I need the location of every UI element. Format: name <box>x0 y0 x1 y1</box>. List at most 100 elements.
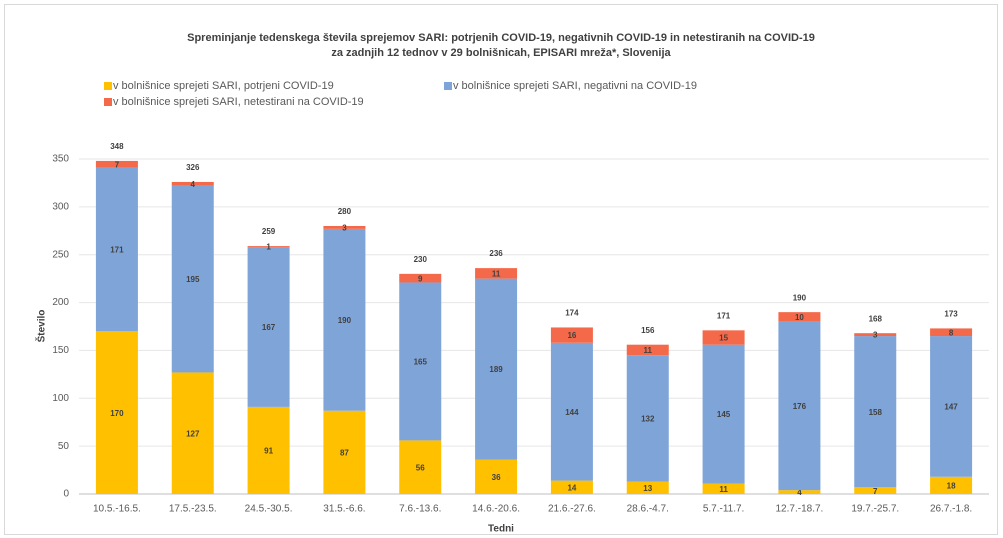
x-axis-label: Tedni <box>488 524 514 535</box>
bar-segment <box>95 167 138 332</box>
total-label: 190 <box>793 293 807 302</box>
y-tick-label: 300 <box>52 201 69 212</box>
x-tick-label: 21.6.-27.6. <box>548 504 596 515</box>
bar-segment <box>171 372 214 494</box>
x-tick-label: 7.6.-13.6. <box>399 504 441 515</box>
bar-segment <box>550 342 593 481</box>
bar-segment <box>778 312 821 322</box>
bar-segment <box>399 282 442 441</box>
data-label: 147 <box>944 403 958 412</box>
bar-segment <box>550 480 593 494</box>
data-label: 158 <box>869 408 883 417</box>
total-label: 259 <box>262 227 276 236</box>
bar-segment <box>550 327 593 343</box>
legend-label: v bolnišnice sprejeti SARI, netestirani … <box>113 96 364 108</box>
data-label: 11 <box>719 485 728 494</box>
total-label: 280 <box>338 207 352 216</box>
data-label: 1 <box>266 243 271 252</box>
bar-segment <box>626 481 669 494</box>
data-label: 132 <box>641 414 655 423</box>
bar-segment <box>399 440 442 494</box>
y-tick-label: 100 <box>52 393 69 404</box>
bar-segment <box>247 247 290 407</box>
bar-segment <box>702 330 745 345</box>
data-label: 11 <box>492 269 501 278</box>
y-tick-label: 200 <box>52 297 69 308</box>
data-label: 9 <box>418 274 423 283</box>
legend-label: v bolnišnice sprejeti SARI, negativni na… <box>453 80 697 92</box>
data-label: 195 <box>186 275 200 284</box>
total-label: 156 <box>641 326 655 335</box>
bar-segment <box>854 336 897 488</box>
data-label: 145 <box>717 410 731 419</box>
x-tick-label: 5.7.-11.7. <box>703 504 745 515</box>
bar-segment <box>475 278 518 460</box>
chart-subtitle: za zadnjih 12 tednov v 29 bolnišnicah, E… <box>331 47 671 59</box>
legend-swatch <box>104 98 112 106</box>
x-tick-label: 12.7.-18.7. <box>776 504 824 515</box>
data-label: 14 <box>567 483 576 492</box>
total-label: 236 <box>489 249 503 258</box>
x-tick-label: 19.7.-25.7. <box>851 504 899 515</box>
data-label: 4 <box>797 488 802 497</box>
data-label: 165 <box>414 358 428 367</box>
y-tick-label: 250 <box>52 249 69 260</box>
bar-segment <box>247 246 290 248</box>
data-label: 3 <box>342 224 347 233</box>
legend-label: v bolnišnice sprejeti SARI, potrjeni COV… <box>113 80 334 92</box>
bar-segment <box>702 483 745 494</box>
bar-segment <box>778 321 821 491</box>
data-label: 10 <box>795 313 804 322</box>
data-label: 171 <box>110 246 124 255</box>
data-label: 56 <box>416 463 425 472</box>
bar-segment <box>323 228 366 411</box>
total-label: 173 <box>944 310 958 319</box>
bar-segment <box>323 226 366 229</box>
data-label: 8 <box>949 328 954 337</box>
x-tick-label: 10.5.-16.5. <box>93 504 141 515</box>
data-label: 144 <box>565 408 579 417</box>
x-tick-label: 26.7.-1.8. <box>930 504 972 515</box>
bar-segment <box>930 328 973 337</box>
data-label: 170 <box>110 409 124 418</box>
data-label: 189 <box>489 365 503 374</box>
data-label: 3 <box>873 331 878 340</box>
data-label: 18 <box>947 481 956 490</box>
bar-segment <box>626 355 669 482</box>
bar-segment <box>171 181 214 186</box>
total-label: 174 <box>565 309 579 318</box>
bar-segment <box>702 344 745 484</box>
data-label: 16 <box>567 331 576 340</box>
y-tick-label: 50 <box>58 441 70 452</box>
bar-segment <box>247 406 290 494</box>
y-tick-label: 150 <box>52 345 69 356</box>
data-label: 190 <box>338 316 352 325</box>
x-tick-label: 28.6.-4.7. <box>627 504 669 515</box>
data-label: 7 <box>115 160 120 169</box>
x-tick-label: 17.5.-23.5. <box>169 504 217 515</box>
bar-segment <box>323 410 366 494</box>
data-label: 4 <box>191 180 196 189</box>
chart-title: Spreminjanje tedenskega števila sprejemo… <box>187 32 815 44</box>
data-label: 11 <box>644 346 653 355</box>
total-label: 348 <box>110 142 124 151</box>
data-label: 7 <box>873 487 878 496</box>
bar-segment <box>399 273 442 283</box>
legend-swatch <box>104 82 112 90</box>
bar-segment <box>930 336 973 477</box>
data-label: 91 <box>264 447 273 456</box>
bar-segment <box>626 344 669 356</box>
data-label: 127 <box>186 429 200 438</box>
data-label: 167 <box>262 323 276 332</box>
bar-segment <box>475 459 518 494</box>
bar-segment <box>171 185 214 373</box>
data-label: 15 <box>719 334 728 343</box>
bar-segment <box>95 160 138 168</box>
y-axis-label: Število <box>35 310 48 343</box>
y-tick-label: 0 <box>63 489 69 500</box>
total-label: 168 <box>869 314 883 323</box>
data-label: 87 <box>340 448 349 457</box>
x-tick-label: 31.5.-6.6. <box>323 504 365 515</box>
bar-segment <box>854 333 897 337</box>
